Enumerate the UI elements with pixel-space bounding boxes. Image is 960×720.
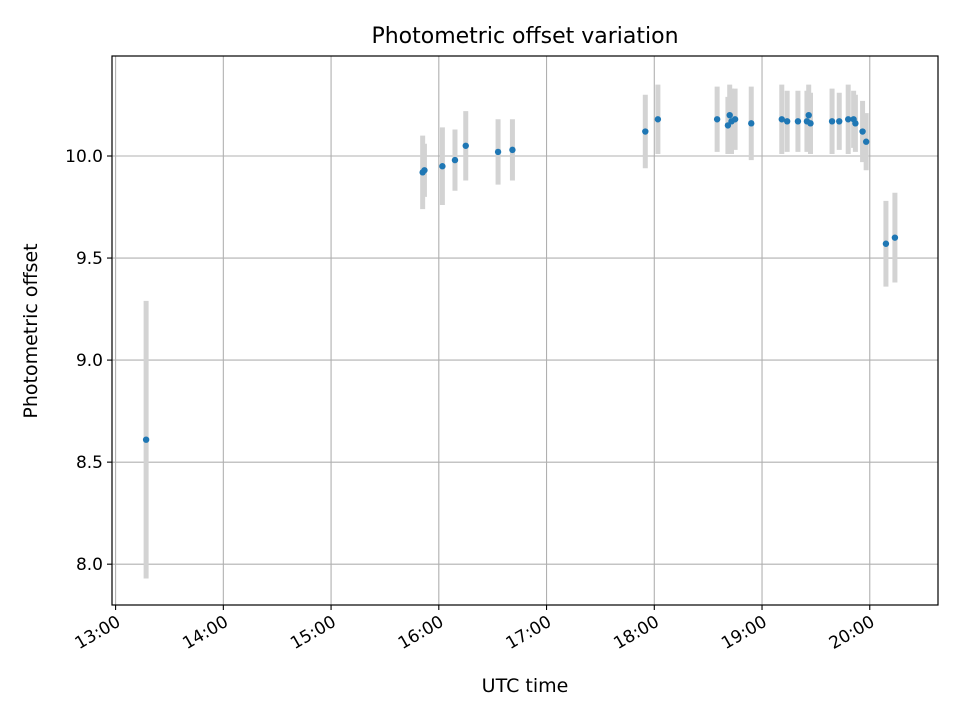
y-tick-label: 8.0 (76, 555, 103, 575)
x-tick-label: 16:00 (395, 612, 447, 654)
y-tick-label: 8.5 (76, 453, 103, 473)
data-point (783, 118, 791, 125)
data-point (748, 120, 755, 127)
data-point (807, 120, 814, 127)
data-point (731, 116, 739, 123)
x-tick-label: 14:00 (179, 612, 231, 654)
data-point (882, 240, 890, 247)
error-bars (143, 84, 898, 579)
data-point (778, 116, 785, 123)
x-tick-label: 19:00 (718, 612, 770, 654)
x-axis-label: UTC time (482, 675, 569, 697)
x-tick-label: 20:00 (826, 612, 878, 654)
data-point (142, 436, 150, 443)
x-axis-ticks: 13:00 14:00 15:00 16:00 17:00 18:00 19:00 20:00 (72, 605, 878, 654)
data-point (859, 128, 866, 135)
data-point (642, 128, 649, 135)
grid-lines (112, 56, 938, 605)
x-tick-label: 18:00 (610, 612, 662, 654)
data-point (654, 116, 662, 123)
data-point (439, 163, 446, 170)
x-tick-label: 17:00 (503, 612, 555, 654)
data-point (862, 138, 870, 145)
data-point (891, 234, 899, 241)
data-point (836, 118, 843, 125)
data-point (845, 116, 852, 123)
y-tick-label: 9.5 (76, 249, 103, 269)
plot-frame (111, 55, 939, 606)
data-point (494, 148, 502, 156)
y-tick-label: 10.0 (65, 147, 103, 167)
data-point (805, 111, 812, 119)
x-tick-label: 15:00 (287, 612, 339, 654)
data-point (509, 146, 516, 154)
data-point (451, 156, 459, 164)
y-axis-label: Photometric offset (20, 243, 42, 418)
y-axis-ticks: 8.0 8.5 9.0 9.5 10.0 (65, 147, 112, 575)
x-tick-label: 13:00 (72, 612, 124, 654)
data-point (421, 167, 428, 174)
data-point (726, 111, 733, 119)
data-point (828, 118, 836, 125)
y-tick-label: 9.0 (76, 351, 103, 371)
data-points (142, 111, 899, 443)
chart-title: Photometric offset variation (371, 24, 678, 49)
data-point (713, 116, 721, 123)
data-point (852, 120, 859, 127)
data-point (794, 118, 802, 125)
data-point (462, 142, 469, 149)
